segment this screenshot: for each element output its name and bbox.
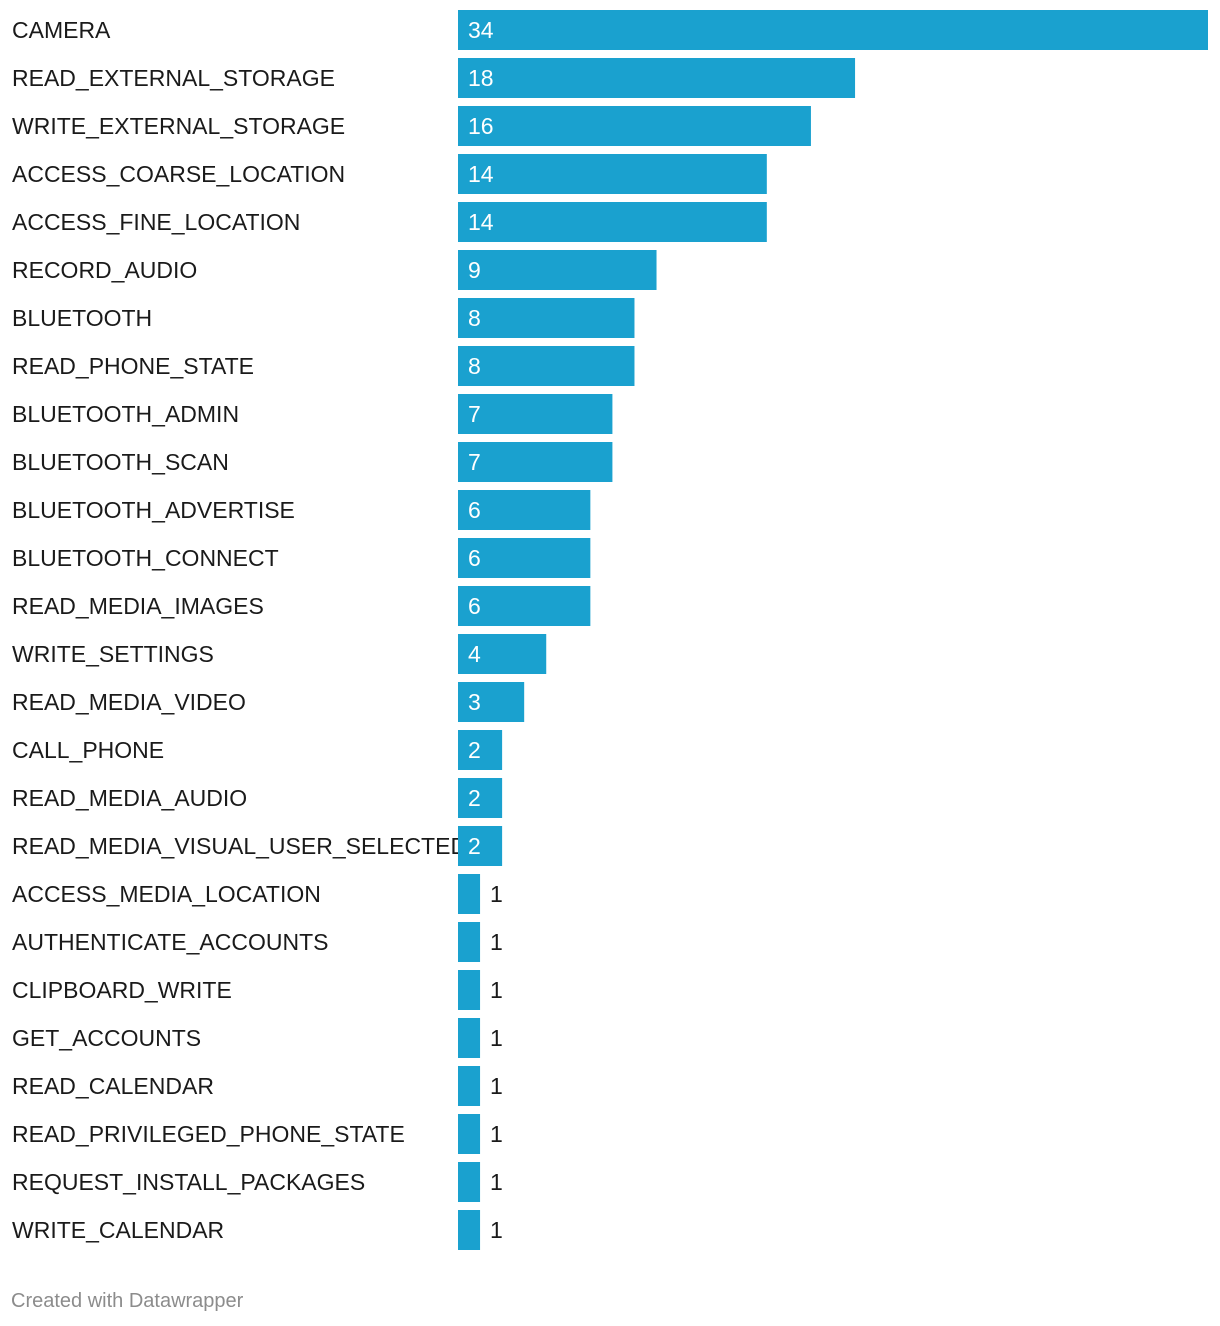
category-label: CLIPBOARD_WRITE <box>12 977 232 1003</box>
bar <box>458 202 767 242</box>
value-label: 1 <box>490 977 503 1003</box>
value-label: 14 <box>468 209 494 235</box>
category-label: RECORD_AUDIO <box>12 257 197 283</box>
bar <box>458 586 591 626</box>
bar <box>458 10 1208 50</box>
category-label: ACCESS_FINE_LOCATION <box>12 209 300 235</box>
category-label: WRITE_EXTERNAL_STORAGE <box>12 113 345 139</box>
bar <box>458 778 503 818</box>
bar <box>458 106 811 146</box>
bar <box>458 826 503 866</box>
bar <box>458 250 657 290</box>
bar <box>458 970 481 1010</box>
bar <box>458 538 591 578</box>
value-label: 6 <box>468 545 481 571</box>
category-label: AUTHENTICATE_ACCOUNTS <box>12 929 329 955</box>
value-label: 8 <box>468 353 481 379</box>
value-label: 6 <box>468 593 481 619</box>
value-label: 1 <box>490 929 503 955</box>
bar <box>458 634 547 674</box>
category-label: CAMERA <box>12 17 111 43</box>
value-label: 18 <box>468 65 494 91</box>
footer-credit: Created with Datawrapper <box>11 1290 244 1312</box>
value-label: 1 <box>490 1121 503 1147</box>
category-label: ACCESS_MEDIA_LOCATION <box>12 881 321 907</box>
value-label: 4 <box>468 641 481 667</box>
value-label: 7 <box>468 449 481 475</box>
category-label: READ_MEDIA_IMAGES <box>12 593 264 619</box>
bar <box>458 1114 481 1154</box>
category-label: BLUETOOTH_SCAN <box>12 449 229 475</box>
value-label: 2 <box>468 785 481 811</box>
category-label: READ_PRIVILEGED_PHONE_STATE <box>12 1121 405 1147</box>
value-label: 1 <box>490 881 503 907</box>
bar <box>458 490 591 530</box>
bar <box>458 58 856 98</box>
category-label: WRITE_SETTINGS <box>12 641 214 667</box>
category-label: REQUEST_INSTALL_PACKAGES <box>12 1169 365 1195</box>
value-label: 1 <box>490 1073 503 1099</box>
value-label: 7 <box>468 401 481 427</box>
bar <box>458 730 503 770</box>
value-label: 9 <box>468 257 481 283</box>
bar <box>458 394 613 434</box>
category-label: READ_CALENDAR <box>12 1073 214 1099</box>
value-label: 16 <box>468 113 494 139</box>
value-label: 1 <box>490 1169 503 1195</box>
category-label: WRITE_CALENDAR <box>12 1217 224 1243</box>
bar <box>458 1162 481 1202</box>
bar <box>458 922 481 962</box>
bar <box>458 298 635 338</box>
bar <box>458 1018 481 1058</box>
bar <box>458 154 767 194</box>
category-label: BLUETOOTH_ADMIN <box>12 401 239 427</box>
bar <box>458 1210 481 1250</box>
category-label: BLUETOOTH_ADVERTISE <box>12 497 295 523</box>
category-label: ACCESS_COARSE_LOCATION <box>12 161 345 187</box>
category-label: READ_PHONE_STATE <box>12 353 254 379</box>
category-label: READ_MEDIA_AUDIO <box>12 785 247 811</box>
bar <box>458 346 635 386</box>
bar <box>458 442 613 482</box>
value-label: 2 <box>468 833 481 859</box>
category-label: BLUETOOTH <box>12 305 152 331</box>
value-label: 1 <box>490 1217 503 1243</box>
value-label: 14 <box>468 161 494 187</box>
category-label: CALL_PHONE <box>12 737 164 763</box>
value-label: 6 <box>468 497 481 523</box>
category-label: BLUETOOTH_CONNECT <box>12 545 279 571</box>
bar <box>458 874 481 914</box>
value-label: 34 <box>468 17 494 43</box>
value-label: 8 <box>468 305 481 331</box>
category-label: GET_ACCOUNTS <box>12 1025 201 1051</box>
category-label: READ_EXTERNAL_STORAGE <box>12 65 335 91</box>
category-label: READ_MEDIA_VIDEO <box>12 689 246 715</box>
value-label: 2 <box>468 737 481 763</box>
value-label: 1 <box>490 1025 503 1051</box>
bar <box>458 1066 481 1106</box>
value-label: 3 <box>468 689 481 715</box>
category-label: READ_MEDIA_VISUAL_USER_SELECTED <box>12 833 467 859</box>
bar <box>458 682 525 722</box>
